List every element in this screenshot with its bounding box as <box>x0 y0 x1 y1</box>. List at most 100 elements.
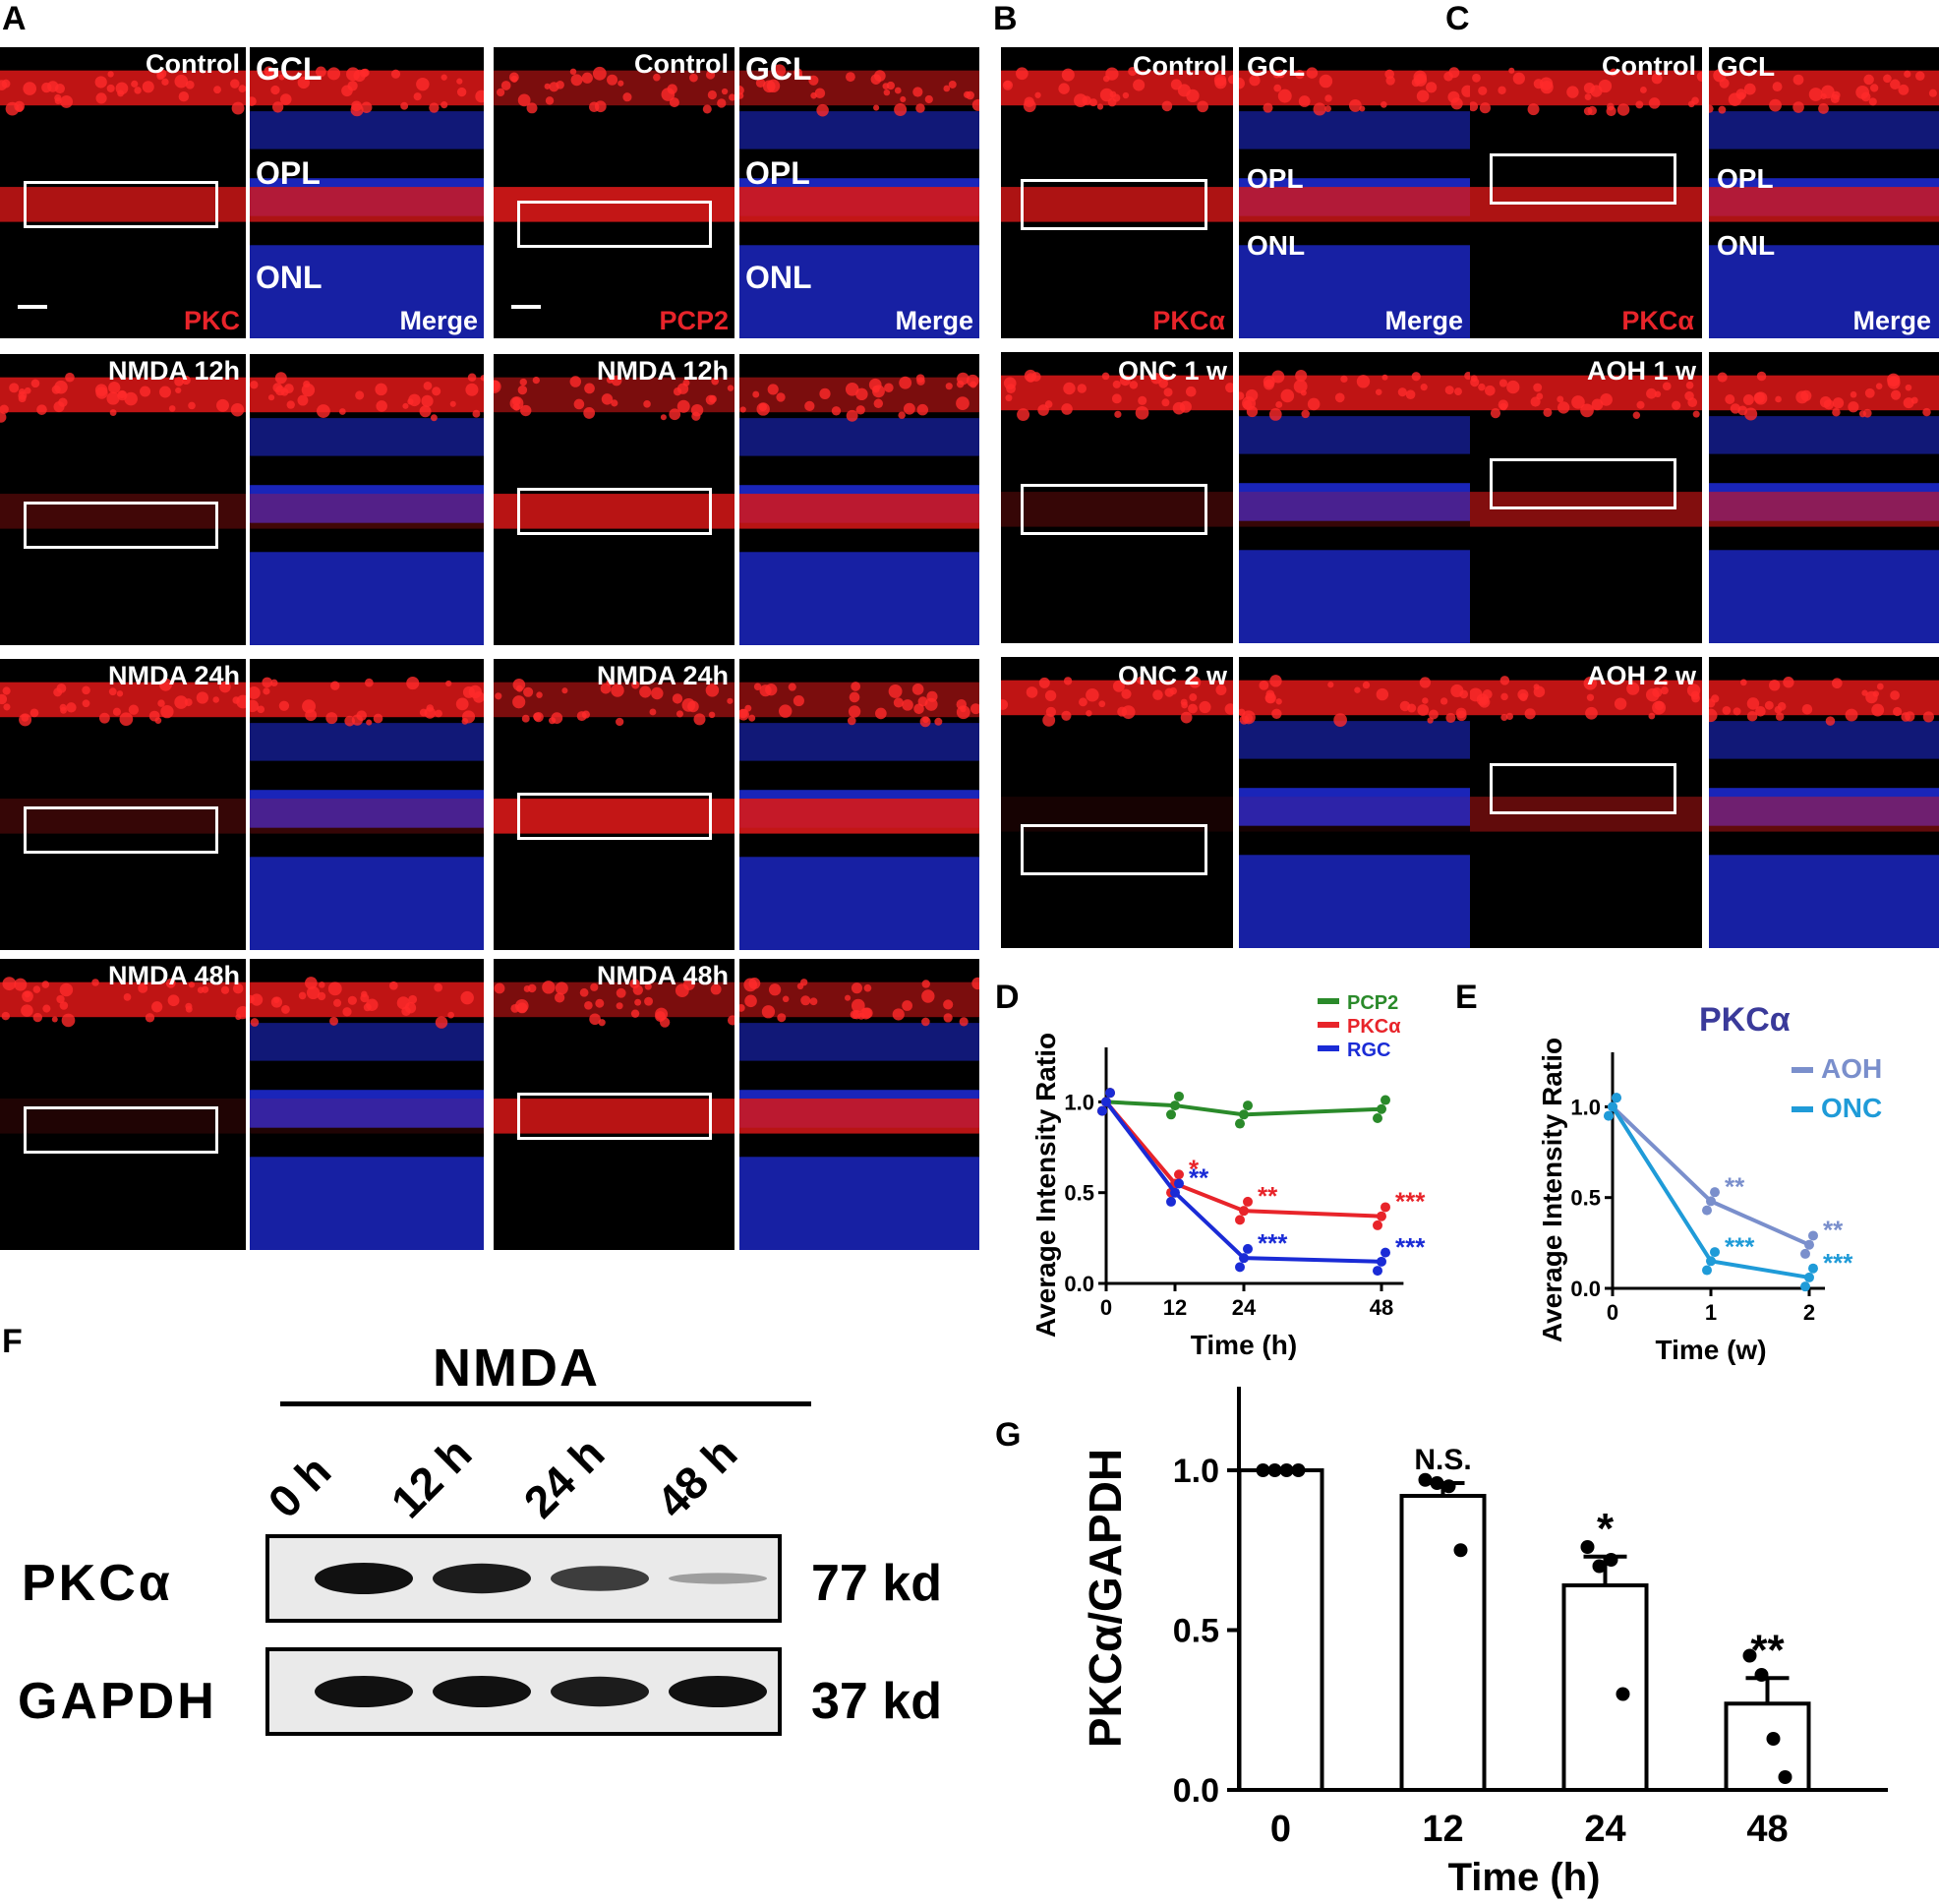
significance-mark: ** <box>1750 1626 1785 1674</box>
roi-box <box>517 793 712 840</box>
lane-label-12: 12 h <box>381 1427 482 1528</box>
chart-e: 0.0 0.5 1.0 0 1 2 Time (w) Average Intensity Ra… <box>1514 983 1937 1397</box>
row-label: NMDA 48h <box>108 961 240 991</box>
data-point <box>1581 1540 1595 1554</box>
x-tick-label: 0 <box>1270 1809 1291 1850</box>
data-point <box>1593 1560 1607 1574</box>
y-tick-label: 1.0 <box>1064 1090 1094 1114</box>
significance-mark: * <box>1597 1505 1615 1553</box>
data-point <box>1804 1273 1814 1282</box>
layer-opl: OPL <box>745 155 810 192</box>
data-point <box>1808 1230 1818 1240</box>
legend-label: AOH <box>1821 1053 1882 1084</box>
y-tick-label: 1.0 <box>1173 1453 1219 1490</box>
roi-box <box>24 1106 218 1154</box>
stain-label: PCP2 <box>659 306 729 336</box>
panel-a-pkc-merge-row0: GCL OPL ONL Merge <box>250 47 484 338</box>
blot-band <box>315 1563 413 1594</box>
merge-label: Merge <box>1852 306 1931 336</box>
y-axis-label: Average Intensity Ratio <box>1537 1038 1567 1342</box>
data-point <box>1808 1264 1818 1274</box>
panel-a-pcp2-merge-row2 <box>739 659 979 950</box>
row-label: NMDA 12h <box>108 356 240 387</box>
blot-band <box>669 1676 767 1707</box>
panel-c-merge-row0: GCL OPL ONL Merge <box>1709 47 1939 338</box>
significance-mark: ** <box>1189 1163 1209 1193</box>
data-point <box>1779 1770 1792 1784</box>
y-tick-label: 0.0 <box>1570 1277 1601 1301</box>
data-point <box>1292 1463 1306 1477</box>
significance-mark: *** <box>1258 1228 1288 1258</box>
data-point <box>1377 1104 1386 1114</box>
y-tick-label: 0.5 <box>1064 1181 1094 1206</box>
roi-box <box>1021 484 1207 535</box>
row-label: NMDA 48h <box>597 961 729 991</box>
data-point <box>1373 1266 1382 1276</box>
roi-box <box>1490 763 1676 814</box>
data-point <box>1604 1111 1614 1121</box>
layer-gcl: GCL <box>1717 51 1775 83</box>
panel-label-c: C <box>1445 0 1470 38</box>
significance-mark: ** <box>1823 1216 1844 1245</box>
protein-name-gapdh: GAPDH <box>18 1672 217 1731</box>
y-tick-label: 0.5 <box>1173 1613 1219 1650</box>
layer-opl: OPL <box>1717 163 1774 195</box>
row-label: AOH 1 w <box>1587 356 1696 387</box>
panel-a-pcp2-merge-row3 <box>739 959 979 1250</box>
data-point <box>1702 1266 1712 1276</box>
x-axis-label: Time (w) <box>1655 1335 1766 1365</box>
panel-a-pcp2-merge-row0: GCL OPL ONL Merge <box>739 47 979 338</box>
data-point <box>1442 1479 1456 1493</box>
y-axis-label: PKCα/GAPDH <box>1080 1449 1131 1748</box>
row-label: NMDA 24h <box>597 661 729 691</box>
x-tick-label: 2 <box>1803 1300 1815 1325</box>
legend-label: ONC <box>1821 1093 1882 1123</box>
data-point <box>1702 1206 1712 1216</box>
panel-a-pkc-row2: NMDA 24h <box>0 659 246 950</box>
merge-label: Merge <box>1384 306 1463 336</box>
y-tick-label: 0.0 <box>1173 1772 1219 1810</box>
panel-c-stain-row2: AOH 2 w <box>1470 657 1702 948</box>
data-point <box>1243 1101 1253 1110</box>
data-point <box>1101 1097 1111 1106</box>
data-point <box>1373 1113 1382 1123</box>
significance-mark: *** <box>1395 1232 1426 1262</box>
panel-b-stain-row1: ONC 1 w <box>1001 352 1233 643</box>
stain-label: PKC <box>184 306 240 336</box>
merge-label: Merge <box>399 306 478 336</box>
row-label: NMDA 12h <box>597 356 729 387</box>
blot-band <box>551 1566 649 1591</box>
data-point <box>1257 1463 1270 1477</box>
data-point <box>1431 1476 1444 1490</box>
panel-label-e: E <box>1455 979 1478 1017</box>
panel-c-merge-row1 <box>1709 352 1939 643</box>
x-tick-label: 12 <box>1163 1295 1187 1320</box>
panel-b-merge-row0: GCL OPL ONL Merge <box>1239 47 1471 338</box>
merge-label: Merge <box>895 306 973 336</box>
data-point <box>1243 1197 1253 1207</box>
data-point <box>1174 1169 1184 1179</box>
roi-box <box>517 201 712 248</box>
scale-bar <box>18 305 47 309</box>
legend-label: PKCα <box>1347 1016 1401 1038</box>
significance-mark: ** <box>1258 1181 1278 1211</box>
data-point <box>1706 1256 1716 1266</box>
panel-c-stain-row0: Control PKCα <box>1470 47 1702 338</box>
data-point <box>1767 1732 1781 1746</box>
data-point <box>1280 1463 1294 1477</box>
panel-a-pcp2-merge-row1 <box>739 354 979 645</box>
x-tick-label: 48 <box>1746 1809 1788 1850</box>
western-blot: NMDA 0 h 12 h 24 h 48 h PKCα GAPDH 77 kd… <box>0 1308 983 1898</box>
row-label: ONC 2 w <box>1118 661 1227 691</box>
data-point <box>1105 1088 1115 1098</box>
chart-d: 0.00.51.00 12 24 48Time (h)Average Intensit… <box>1023 983 1445 1377</box>
chart-title: PKCα <box>1699 1001 1791 1039</box>
y-axis-label: Average Intensity Ratio <box>1030 1033 1061 1338</box>
bar-0 <box>1240 1470 1322 1790</box>
layer-opl: OPL <box>1247 163 1304 195</box>
data-point <box>1612 1093 1621 1102</box>
data-point <box>1373 1220 1382 1230</box>
data-point <box>1381 1096 1390 1105</box>
panel-c-merge-row2 <box>1709 657 1939 948</box>
panel-a-pkc-row3: NMDA 48h <box>0 959 246 1250</box>
